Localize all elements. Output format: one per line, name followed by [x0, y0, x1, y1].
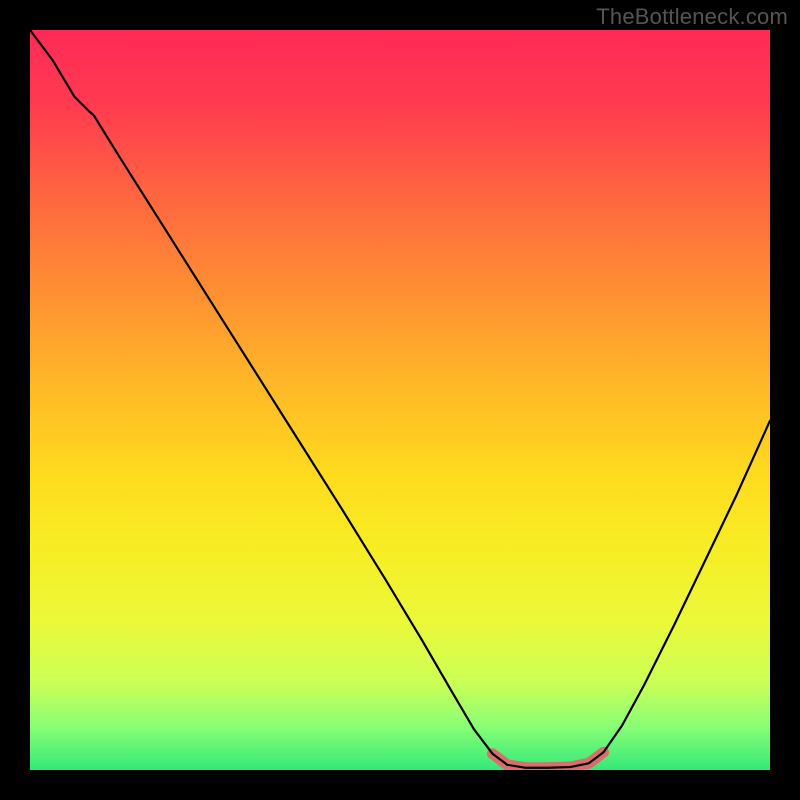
plot-background [30, 30, 770, 770]
watermark-text: TheBottleneck.com [596, 4, 788, 30]
chart-container: TheBottleneck.com [0, 0, 800, 800]
bottleneck-chart [0, 0, 800, 800]
